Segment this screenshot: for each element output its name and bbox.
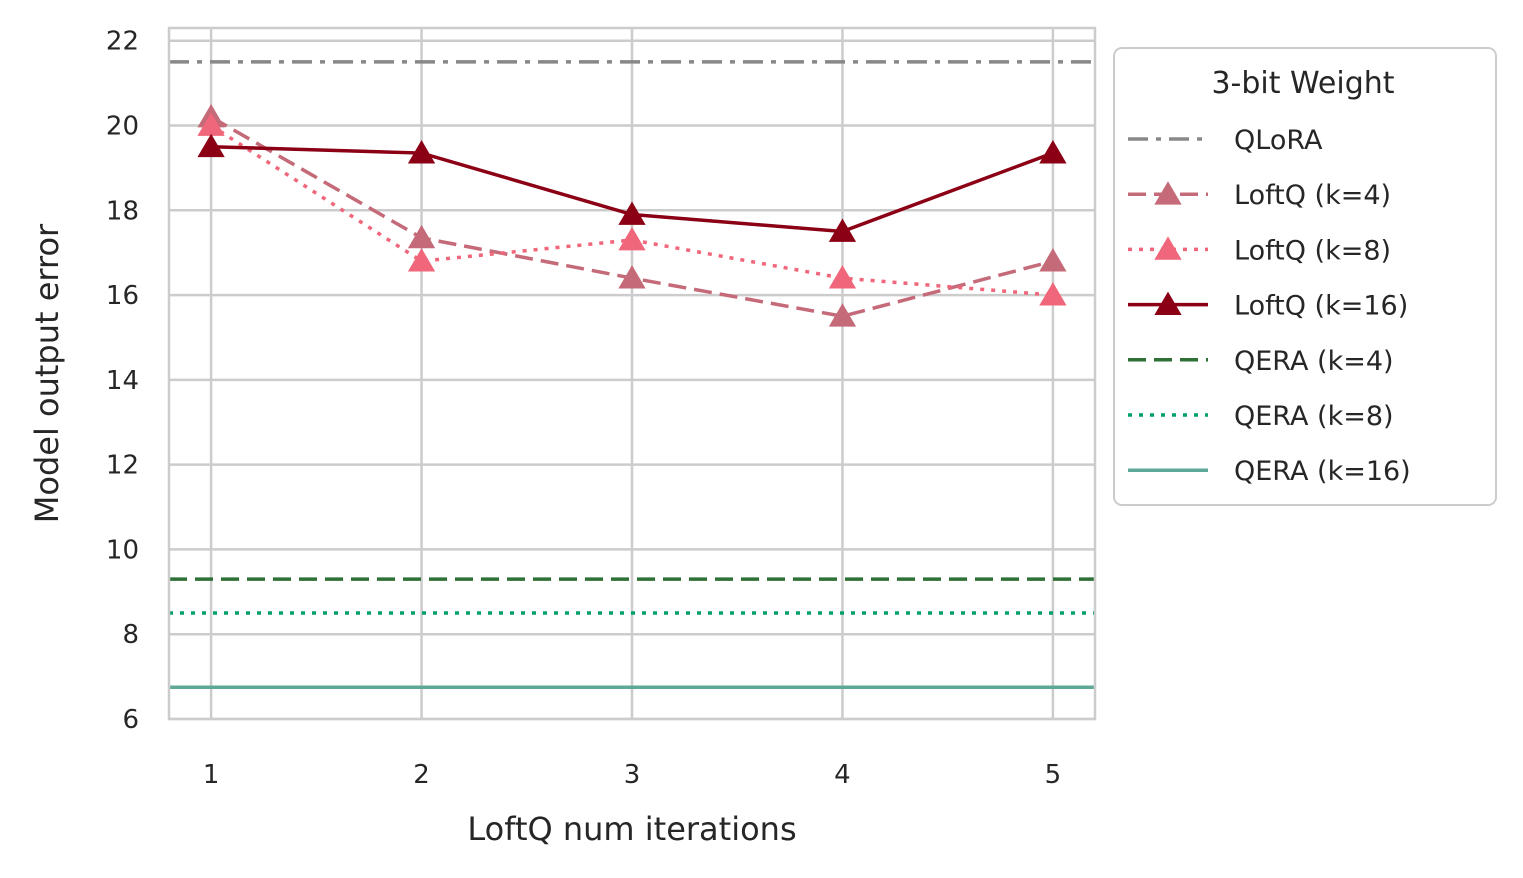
x-tick-label: 2 xyxy=(413,760,430,790)
series-loftq-k-8- xyxy=(197,112,1067,306)
legend-title: 3-bit Weight xyxy=(1211,66,1394,101)
legend-item: QERA (k=8) xyxy=(1128,401,1394,432)
data-point-triangle xyxy=(197,112,225,136)
y-axis-ticks: 6 8 10 12 14 16 18 20 22 xyxy=(106,27,139,735)
legend-label: QERA (k=16) xyxy=(1234,456,1411,487)
y-tick-label: 12 xyxy=(106,451,139,481)
legend-item: QERA (k=4) xyxy=(1128,346,1394,377)
legend-item: LoftQ (k=16) xyxy=(1128,291,1408,322)
data-point-triangle xyxy=(828,265,857,289)
y-tick-label: 22 xyxy=(106,27,139,57)
legend-item: QERA (k=16) xyxy=(1128,456,1411,487)
data-point-triangle xyxy=(828,303,857,327)
legend-label: QLoRA xyxy=(1234,125,1323,156)
data-point-triangle xyxy=(407,248,436,272)
data-point-triangle xyxy=(407,140,436,164)
legend-items: QLoRA LoftQ (k=4) LoftQ (k=8) LoftQ (k=16) Q… xyxy=(1128,125,1411,487)
x-axis-label: LoftQ num iterations xyxy=(467,810,796,848)
legend-label: LoftQ (k=16) xyxy=(1234,291,1408,322)
data-point-triangle xyxy=(618,201,646,225)
y-tick-label: 16 xyxy=(106,281,139,311)
data-point-triangle xyxy=(407,224,436,249)
legend-label: LoftQ (k=8) xyxy=(1234,235,1391,266)
y-tick-label: 20 xyxy=(106,112,139,142)
data-point-triangle xyxy=(1039,282,1067,306)
legend-box xyxy=(1113,47,1497,506)
y-tick-label: 18 xyxy=(106,196,139,226)
y-tick-label: 14 xyxy=(106,366,139,396)
data-point-triangle xyxy=(1039,248,1067,272)
data-point-triangle xyxy=(618,265,646,289)
data-point-triangle xyxy=(1039,140,1067,164)
x-tick-label: 5 xyxy=(1045,760,1062,790)
legend-marker-triangle xyxy=(1154,291,1182,315)
y-tick-label: 10 xyxy=(106,535,139,565)
x-tick-label: 1 xyxy=(203,760,220,790)
data-point-triangle xyxy=(197,133,225,158)
legend-marker-triangle xyxy=(1154,236,1182,260)
plot-frame xyxy=(167,26,1097,721)
legend-label: QERA (k=4) xyxy=(1234,346,1394,377)
y-axis-label: Model output error xyxy=(28,223,66,523)
grid-lines xyxy=(169,28,1095,721)
y-tick-label: 8 xyxy=(122,620,139,650)
series-loftq-k-4- xyxy=(197,104,1067,327)
legend-item: LoftQ (k=8) xyxy=(1128,235,1391,266)
y-tick-label: 6 xyxy=(122,705,139,735)
series-loftq-k-16- xyxy=(197,133,1067,242)
legend-marker-triangle xyxy=(1154,181,1182,205)
data-series xyxy=(169,60,1095,689)
legend-label: QERA (k=8) xyxy=(1234,401,1394,432)
data-point-triangle xyxy=(618,226,646,251)
data-point-triangle xyxy=(828,218,857,242)
legend-item: LoftQ (k=4) xyxy=(1128,180,1391,211)
x-axis-ticks: 1 2 3 4 5 xyxy=(203,760,1061,790)
legend-item: QLoRA xyxy=(1128,125,1323,156)
legend: 3-bit Weight QLoRA LoftQ (k=4) LoftQ (k=8)… xyxy=(1113,47,1497,506)
x-tick-label: 3 xyxy=(624,760,641,790)
x-tick-label: 4 xyxy=(834,760,851,790)
legend-label: LoftQ (k=4) xyxy=(1234,180,1391,211)
